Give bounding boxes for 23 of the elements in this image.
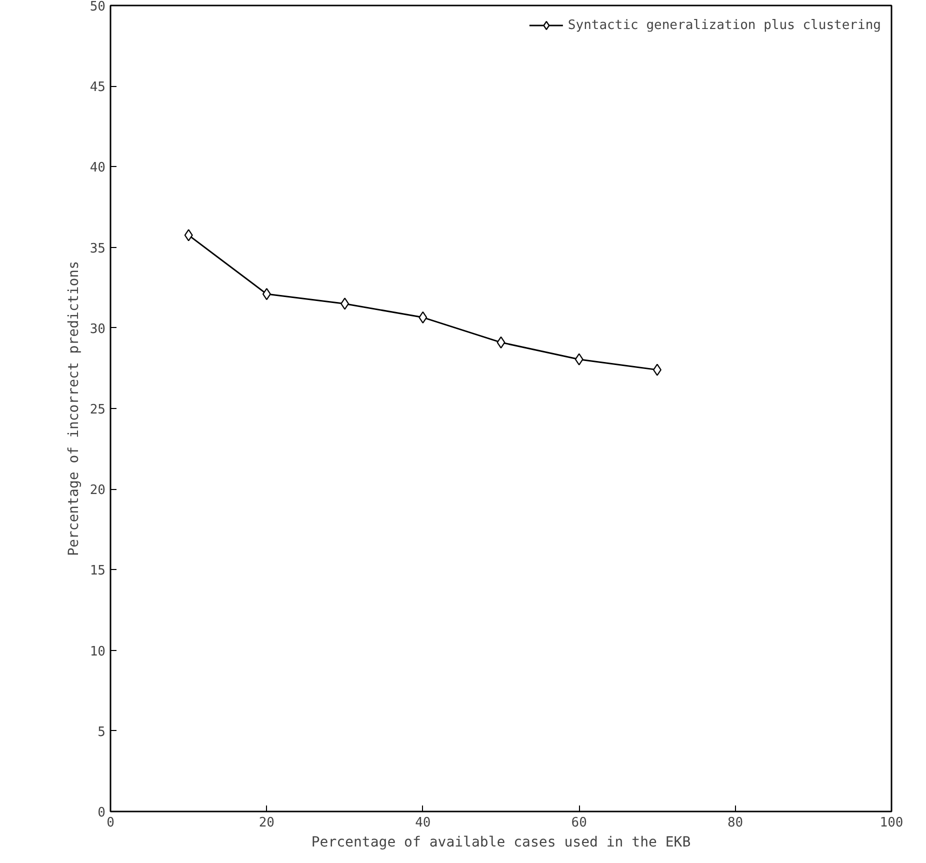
y-tick-label: 50 — [90, 0, 106, 14]
y-tick-label: 45 — [90, 80, 106, 96]
y-tick-label: 15 — [90, 564, 106, 579]
point — [574, 353, 584, 366]
point — [340, 298, 350, 310]
point — [652, 364, 662, 376]
x-tick-label: 100 — [880, 816, 904, 830]
x-tick-label: 60 — [571, 816, 587, 830]
y-tick-label: 35 — [90, 241, 106, 256]
y-tick-label: 20 — [90, 483, 106, 498]
legend-label: Syntactic generalization plus clustering — [568, 18, 881, 32]
x-tick-label: 40 — [415, 816, 431, 830]
y-tick-label: 0 — [98, 806, 106, 820]
point — [184, 229, 193, 242]
x-axis-title: Percentage of available cases used in the EKB — [311, 834, 691, 850]
y-tick-label: 5 — [98, 724, 106, 740]
y-tick-label: 25 — [90, 402, 106, 418]
y-tick-label: 30 — [90, 322, 106, 337]
x-tick-label: 80 — [727, 816, 744, 830]
y-tick-label: 10 — [90, 644, 106, 660]
y-axis-title: Percentage of incorrect predictions — [66, 260, 82, 556]
y-tick-label: 40 — [90, 160, 106, 176]
x-tick-label: 20 — [258, 816, 275, 830]
